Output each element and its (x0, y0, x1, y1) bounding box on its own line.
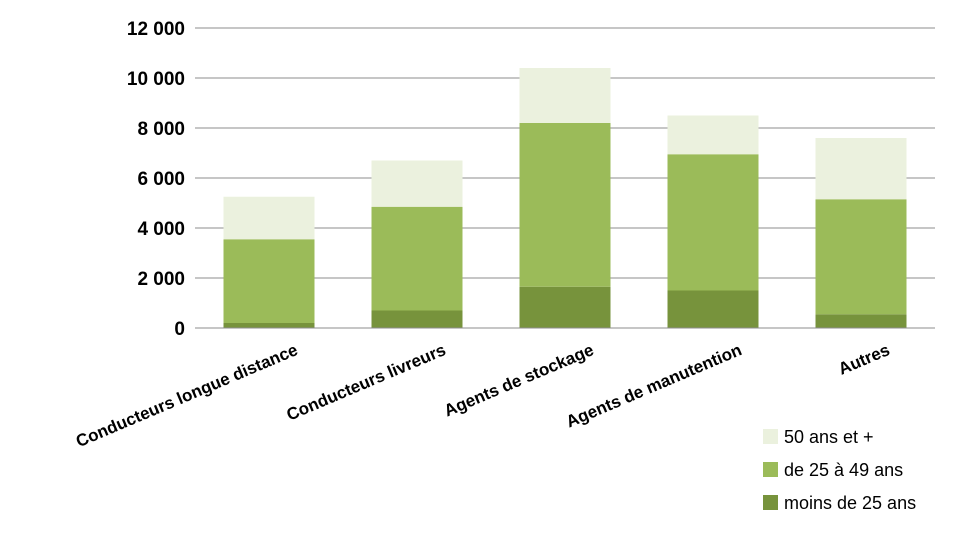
bar-segment-5-series-2 (815, 199, 907, 315)
bar-segment-4-series-1 (667, 290, 759, 328)
bar-segment-1-series-1 (223, 323, 315, 328)
legend-label: 50 ans et + (784, 427, 874, 447)
legend-label: moins de 25 ans (784, 493, 916, 513)
y-tick-label: 0 (174, 319, 185, 340)
bar-segment-5-series-1 (815, 314, 907, 328)
y-tick-label: 4 000 (137, 219, 185, 240)
y-tick-label: 10 000 (127, 69, 185, 90)
legend-label: de 25 à 49 ans (784, 460, 903, 480)
bar-segment-3-series-1 (519, 286, 611, 328)
y-tick-label: 8 000 (137, 119, 185, 140)
legend-swatch (763, 495, 778, 510)
y-axis-tick-labels: 0 2 000 4 000 6 000 8 000 10 000 12 000 (127, 19, 185, 340)
y-tick-label: 2 000 (137, 269, 185, 290)
bar-segment-2-series-1 (371, 310, 463, 328)
bar-segment-1-series-2 (223, 239, 315, 323)
bar-segment-4-series-3 (667, 115, 759, 155)
y-tick-label: 12 000 (127, 19, 185, 40)
legend: 50 ans et + de 25 à 49 ans moins de 25 an… (763, 427, 916, 513)
bar-segment-2-series-2 (371, 206, 463, 311)
bars (223, 68, 907, 328)
bar-segment-3-series-2 (519, 123, 611, 287)
x-category-label: Autres (836, 340, 893, 379)
bar-segment-1-series-3 (223, 196, 315, 240)
legend-swatch (763, 429, 778, 444)
bar-segment-5-series-3 (815, 138, 907, 200)
x-category-label: Conducteurs longue distance (73, 340, 300, 451)
y-tick-label: 6 000 (137, 169, 185, 190)
bar-segment-3-series-3 (519, 68, 611, 123)
x-category-label: Agents de stockage (441, 340, 596, 420)
legend-swatch (763, 462, 778, 477)
x-category-label: Conducteurs livreurs (284, 340, 449, 424)
bar-segment-2-series-3 (371, 160, 463, 207)
bar-segment-4-series-2 (667, 154, 759, 291)
